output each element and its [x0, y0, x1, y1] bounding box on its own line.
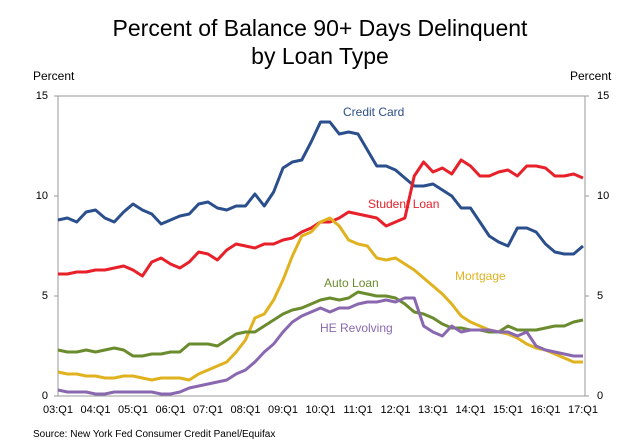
series-line	[57, 296, 583, 396]
y-tick-label: 15	[36, 90, 48, 102]
source-note: Source: New York Fed Consumer Credit Pan…	[33, 429, 275, 440]
x-tick-label: 09:Q1	[268, 404, 298, 416]
series-label: Mortgage	[455, 269, 506, 283]
y-tick-label: 0	[42, 390, 48, 402]
chart-title: by Loan Type	[251, 43, 389, 69]
x-tick-label: 05:Q1	[118, 404, 148, 416]
series-line	[58, 158, 584, 278]
x-tick-label: 12:Q1	[381, 404, 411, 416]
x-tick-label: 17:Q1	[568, 404, 598, 416]
x-tick-label: 08:Q1	[231, 404, 261, 416]
x-tick-label: 11:Q1	[343, 404, 372, 416]
chart-title: Percent of Balance 90+ Days Delinquent	[113, 15, 529, 41]
y2-tick-label: 15	[597, 90, 609, 102]
series-label: Credit Card	[343, 105, 404, 119]
x-tick-label: 15:Q1	[493, 404, 523, 416]
plot-frame	[57, 95, 586, 397]
x-tick-label: 06:Q1	[156, 404, 186, 416]
series-label: Auto Loan	[324, 276, 379, 290]
series-label: HE Revolving	[320, 321, 393, 335]
x-tick-label: 14:Q1	[456, 404, 486, 416]
y2-tick-label: 0	[597, 390, 603, 402]
x-tick-label: 03:Q1	[43, 404, 73, 416]
series-line	[57, 120, 584, 256]
y-axis-label: Percent	[33, 69, 75, 83]
y2-tick-label: 10	[597, 190, 609, 202]
x-tick-label: 07:Q1	[193, 404, 223, 416]
x-tick-label: 04:Q1	[81, 404, 111, 416]
y2-tick-label: 5	[597, 290, 603, 302]
y-tick-label: 10	[36, 190, 48, 202]
x-tick-label: 13:Q1	[418, 404, 448, 416]
y2-axis-label: Percent	[570, 69, 612, 83]
x-tick-label: 10:Q1	[306, 404, 336, 416]
y-tick-label: 5	[42, 290, 48, 302]
x-tick-label: 16:Q1	[531, 404, 561, 416]
series-label: Student Loan	[368, 197, 439, 211]
